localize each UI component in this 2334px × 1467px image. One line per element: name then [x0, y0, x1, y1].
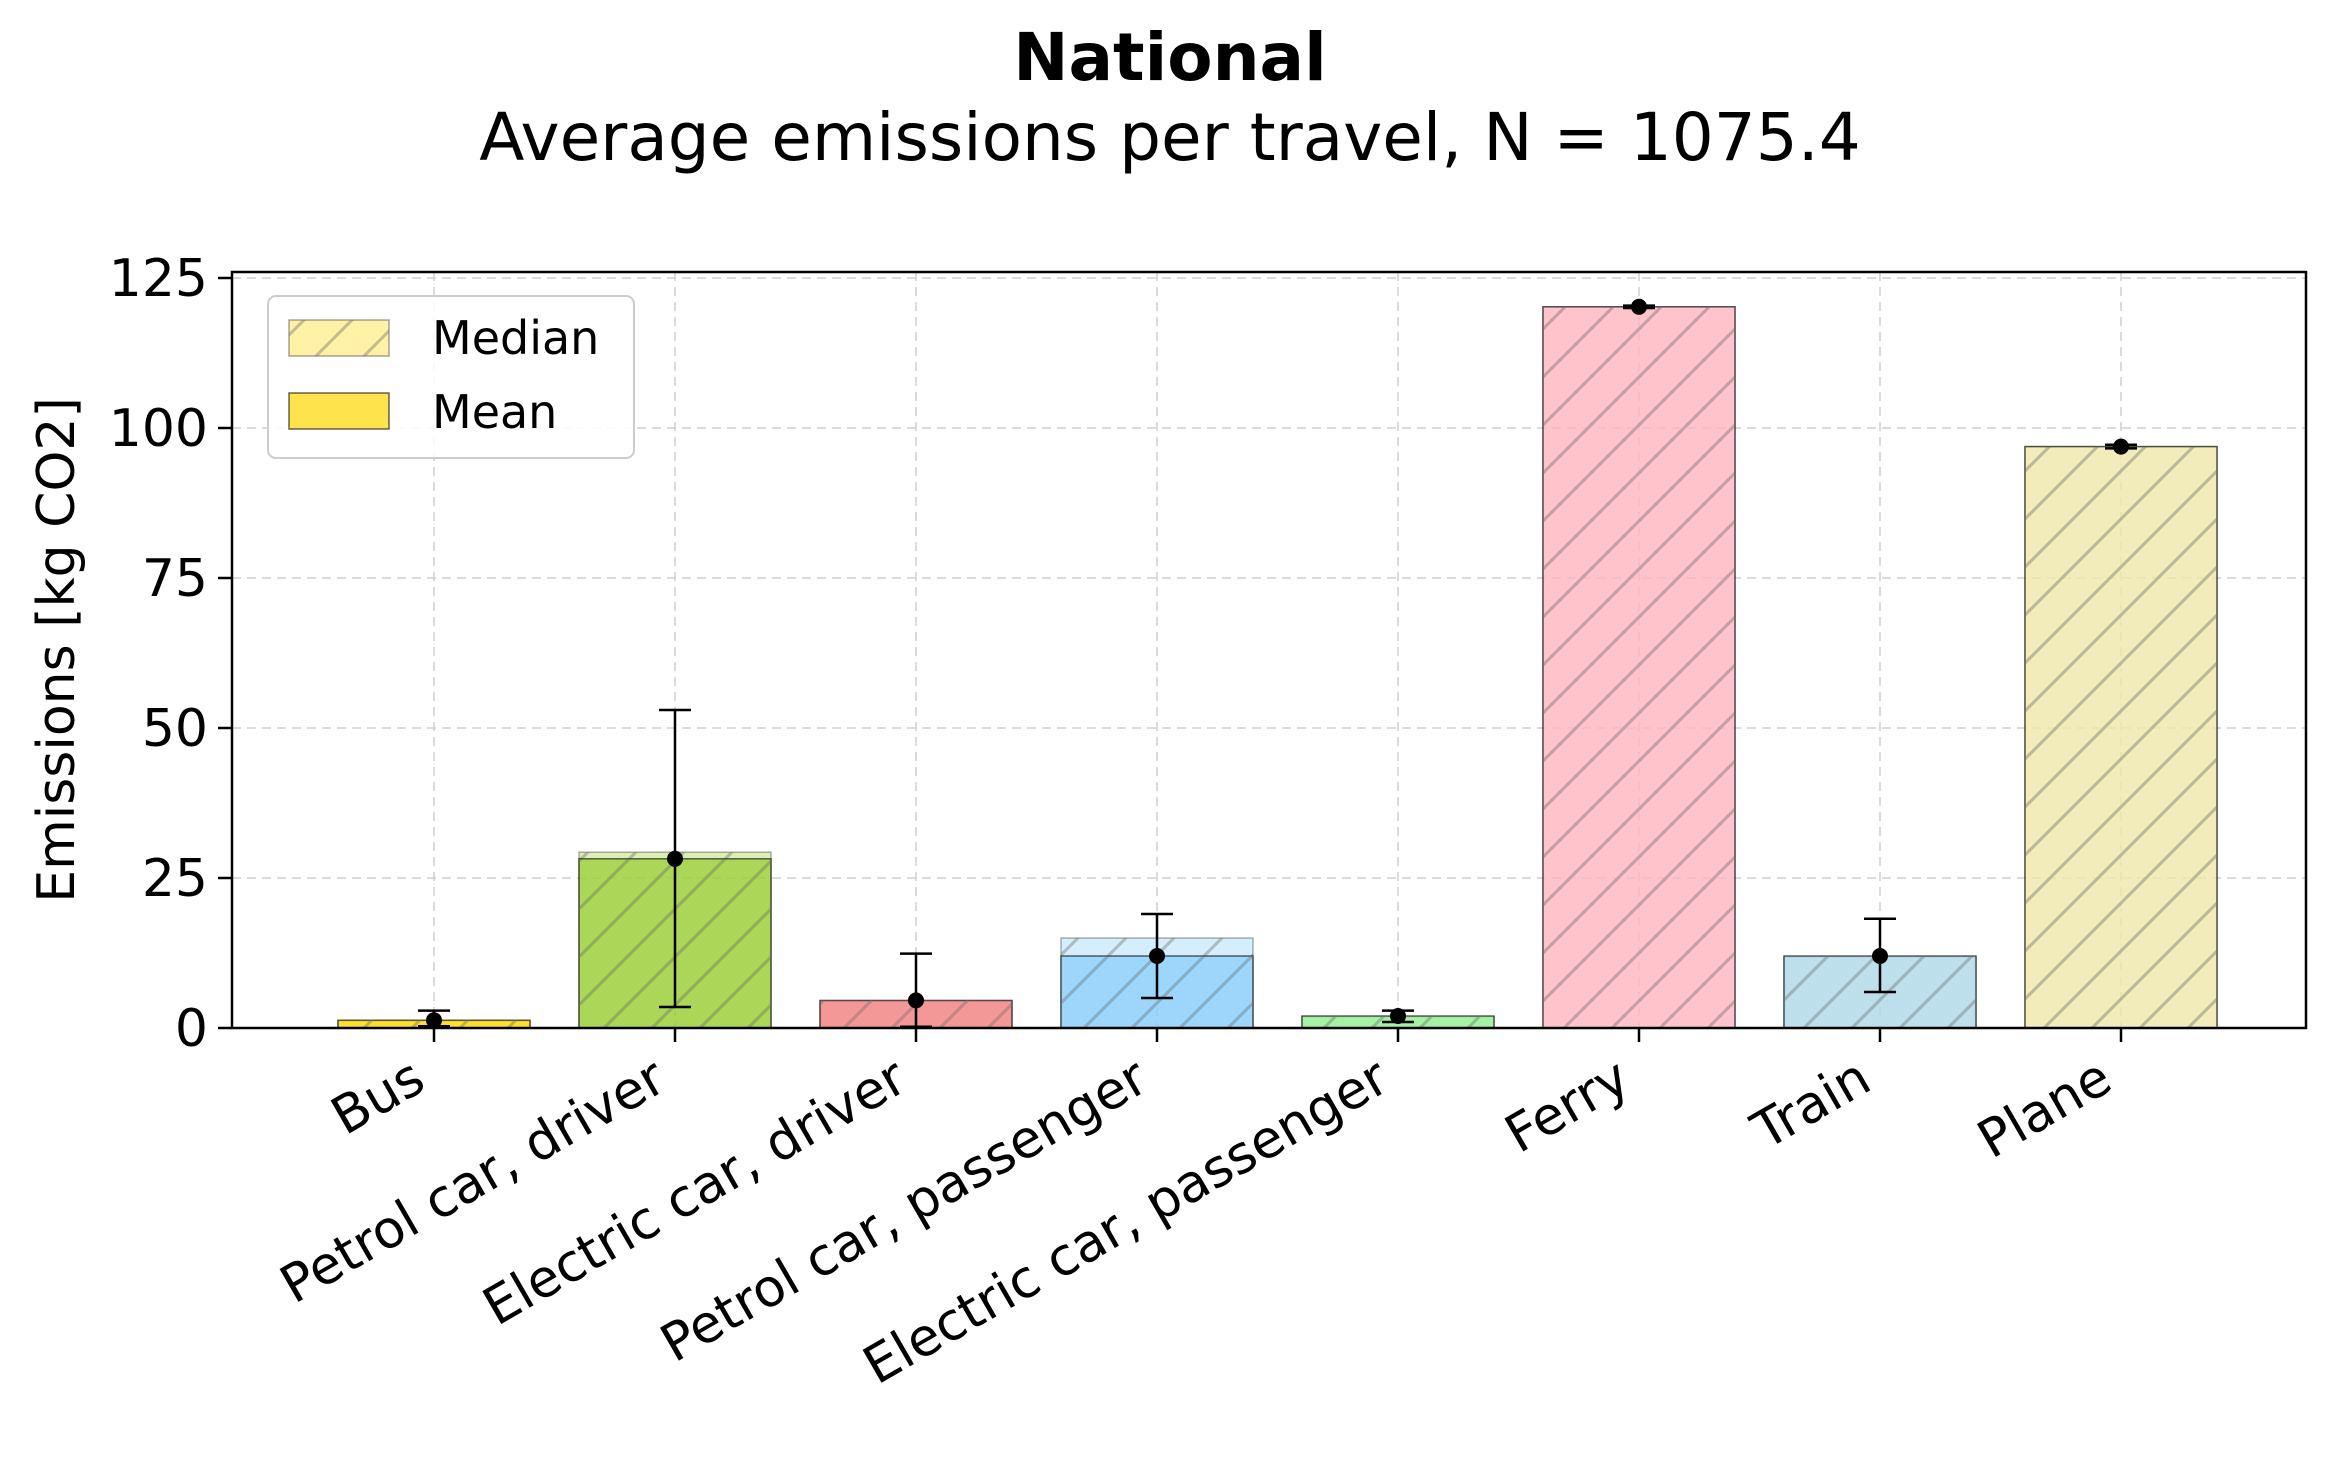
y-tick-label: 0: [175, 999, 208, 1059]
y-tick-label: 25: [142, 849, 208, 909]
x-tick-label: Ferry: [1495, 1047, 1639, 1165]
x-tick-label: Plane: [1968, 1047, 2122, 1170]
x-tick-label: Train: [1742, 1047, 1881, 1162]
mean-point: [426, 1012, 442, 1029]
y-tick-label: 100: [109, 399, 208, 459]
y-tick-label: 75: [142, 549, 208, 609]
mean-bar-hatch: [2025, 446, 2217, 1029]
legend: Median Mean: [267, 295, 635, 459]
y-axis-label: Emissions [kg CO2]: [27, 397, 87, 903]
legend-median-swatch-hatch: [289, 320, 389, 356]
mean-point: [1631, 298, 1647, 315]
bars-layer: [337, 306, 2218, 1029]
mean-point: [667, 850, 683, 867]
chart-title: National: [1013, 19, 1326, 96]
y-tick-label: 50: [142, 699, 208, 759]
mean-point: [1390, 1008, 1406, 1024]
legend-median-label: Median: [432, 311, 599, 365]
legend-mean-label: Mean: [432, 385, 557, 439]
mean-point: [1872, 948, 1888, 964]
y-tick-label: 125: [109, 249, 208, 309]
mean-bar-hatch: [1543, 306, 1735, 1028]
plot-frame: [230, 270, 2308, 1030]
x-tick-label: Bus: [322, 1047, 435, 1147]
legend-mean-swatch: [288, 392, 390, 430]
x-tick-label: Electric car, driver: [473, 1047, 917, 1338]
x-tick-label: Petrol car, driver: [271, 1047, 676, 1316]
chart-subtitle: Average emissions per travel, N = 1075.4: [479, 99, 1861, 176]
mean-point: [1149, 948, 1165, 964]
mean-point: [908, 992, 924, 1009]
mean-point: [2113, 438, 2129, 455]
error-bars-layer: [418, 298, 2137, 1029]
y-ticks-layer: 0 25 50 75 100 125: [109, 249, 232, 1059]
